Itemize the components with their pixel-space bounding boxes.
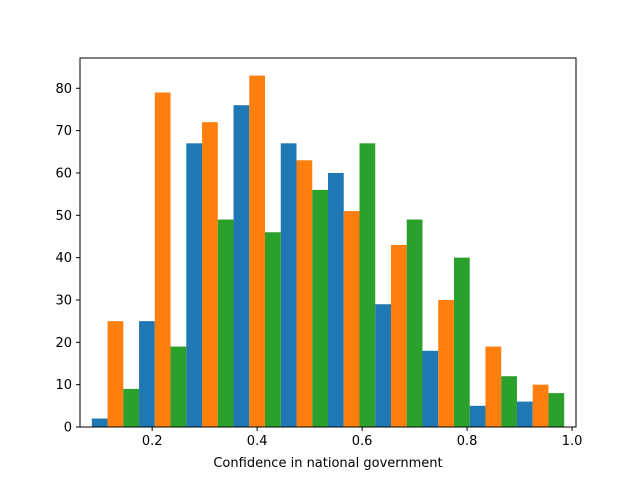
x-axis-ticks: 0.2 0.4 0.6 0.8 1.0	[142, 427, 583, 449]
bar-series-1-bin-2	[139, 321, 155, 427]
bar-series-3-bin-3	[217, 219, 234, 427]
bar-series-2-bin-4	[249, 75, 266, 428]
bar-series-2-bin-10	[532, 384, 549, 427]
y-tick-label: 80	[55, 82, 72, 97]
y-tick-label: 50	[55, 209, 72, 224]
bars-group	[91, 75, 565, 428]
x-tick-label: 1.0	[562, 434, 583, 449]
bar-series-1-bin-10	[516, 401, 533, 427]
x-tick-label: 0.2	[142, 434, 163, 449]
x-tick-label: 0.8	[457, 434, 478, 449]
bar-series-3-bin-8	[453, 257, 470, 427]
bar-series-1-bin-8	[422, 350, 439, 427]
bar-series-3-bin-9	[501, 376, 517, 427]
y-axis-ticks: 0 10 20 30 40 50 60 70 80	[55, 82, 80, 436]
bar-series-1-bin-1	[91, 418, 108, 427]
bar-series-3-bin-6	[359, 143, 376, 427]
x-tick-label: 0.4	[247, 434, 268, 449]
y-tick-label: 30	[55, 293, 72, 308]
bar-series-3-bin-5	[312, 189, 328, 427]
y-tick-label: 20	[55, 336, 72, 351]
bar-series-2-bin-6	[343, 211, 360, 427]
plot-frame	[79, 57, 577, 428]
y-tick-label: 70	[55, 124, 72, 139]
bar-series-1-bin-3	[186, 143, 203, 427]
bar-series-2-bin-2	[154, 92, 171, 427]
bar-series-1-bin-6	[328, 172, 344, 427]
y-tick-label: 0	[64, 421, 72, 436]
bar-series-2-bin-3	[202, 122, 218, 427]
bar-series-1-bin-7	[375, 304, 391, 427]
y-tick-label: 60	[55, 166, 72, 181]
bar-series-1-bin-4	[233, 105, 250, 427]
x-tick-label: 0.6	[352, 434, 373, 449]
bar-series-2-bin-7	[390, 244, 407, 427]
y-tick-label: 10	[55, 378, 72, 393]
bar-series-2-bin-8	[438, 299, 454, 427]
bar-series-1-bin-5	[280, 143, 297, 427]
x-axis-label: Confidence in national government	[213, 456, 442, 471]
bar-series-2-bin-9	[485, 346, 502, 427]
y-tick-label: 40	[55, 251, 72, 266]
bar-series-2-bin-1	[107, 321, 124, 427]
bar-series-3-bin-2	[170, 346, 187, 427]
bar-series-3-bin-4	[265, 232, 281, 427]
bar-series-3-bin-7	[406, 219, 423, 427]
bar-series-2-bin-5	[296, 160, 313, 428]
bar-series-3-bin-1	[123, 388, 140, 427]
bar-series-1-bin-9	[469, 405, 486, 427]
bar-series-3-bin-10	[548, 393, 565, 427]
